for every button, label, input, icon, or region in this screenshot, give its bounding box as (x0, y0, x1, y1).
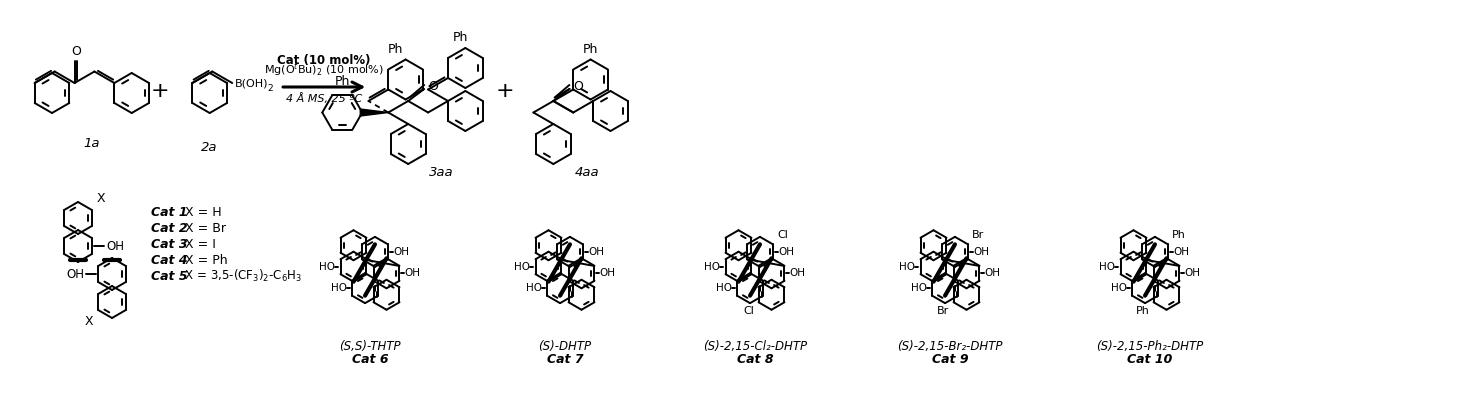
Text: OH: OH (974, 247, 988, 257)
Text: OH: OH (778, 247, 794, 257)
Text: OH: OH (405, 268, 420, 278)
Text: OH: OH (984, 268, 1000, 278)
Text: X = 3,5-(CF$_3$)$_2$-C$_6$H$_3$: X = 3,5-(CF$_3$)$_2$-C$_6$H$_3$ (181, 268, 303, 284)
Text: (S)-2,15-Br₂-DHTP: (S)-2,15-Br₂-DHTP (898, 340, 1003, 353)
Text: Cat 7: Cat 7 (546, 353, 583, 366)
Text: 4 Å MS, 25 ºC: 4 Å MS, 25 ºC (286, 93, 362, 104)
Text: Cat 10: Cat 10 (1128, 353, 1172, 366)
Text: HO: HO (319, 262, 335, 272)
Text: 2a: 2a (202, 141, 218, 154)
Text: Cat 3: Cat 3 (151, 238, 187, 251)
Text: B(OH): B(OH) (234, 78, 269, 88)
Text: HO: HO (705, 262, 721, 272)
Polygon shape (361, 109, 389, 116)
Text: X = Br: X = Br (181, 221, 226, 234)
Text: OH: OH (1184, 268, 1201, 278)
Text: OH: OH (600, 268, 616, 278)
Text: HO: HO (911, 283, 928, 293)
Text: X = H: X = H (181, 206, 221, 219)
Text: X: X (85, 315, 93, 328)
Text: HO: HO (1100, 262, 1116, 272)
Text: Ph: Ph (387, 43, 404, 56)
Text: Br: Br (938, 306, 950, 316)
Text: Cat (10 mol%): Cat (10 mol%) (278, 54, 371, 67)
Text: X = Ph: X = Ph (181, 253, 227, 266)
Text: HO: HO (331, 283, 347, 293)
Text: Cat 1: Cat 1 (151, 206, 187, 219)
Text: 1a: 1a (83, 137, 99, 150)
Text: Ph: Ph (583, 43, 598, 56)
Text: 3aa: 3aa (429, 166, 454, 179)
Text: Cat 4: Cat 4 (151, 253, 187, 266)
Text: O: O (71, 45, 82, 58)
Text: +: + (150, 81, 169, 101)
Text: Cat 6: Cat 6 (352, 353, 389, 366)
Text: Br: Br (972, 230, 984, 240)
Text: OH: OH (588, 247, 604, 257)
Text: HO: HO (525, 283, 542, 293)
Text: Cat 9: Cat 9 (932, 353, 969, 366)
Text: OH: OH (65, 268, 85, 281)
Text: X: X (96, 192, 105, 205)
Text: HO: HO (899, 262, 916, 272)
Text: Mg(O$^t$Bu)$_2$ (10 mol%): Mg(O$^t$Bu)$_2$ (10 mol%) (264, 61, 384, 79)
Text: Ph: Ph (453, 31, 467, 44)
Text: Cat 2: Cat 2 (151, 221, 187, 234)
Text: Cat 8: Cat 8 (736, 353, 773, 366)
Text: OH: OH (1172, 247, 1189, 257)
Text: (S)-DHTP: (S)-DHTP (539, 340, 592, 353)
Text: O: O (573, 80, 583, 93)
Text: HO: HO (515, 262, 530, 272)
Text: Ph: Ph (334, 74, 350, 87)
Text: +: + (496, 81, 515, 101)
Text: HO: HO (1112, 283, 1126, 293)
Text: Cl: Cl (778, 230, 788, 240)
Text: O: O (429, 80, 438, 93)
Text: (S,S)-THTP: (S,S)-THTP (340, 340, 401, 353)
Text: OH: OH (393, 247, 410, 257)
Text: 2: 2 (267, 84, 273, 93)
Text: HO: HO (717, 283, 732, 293)
Text: Ph: Ph (1172, 230, 1186, 240)
Text: (S)-2,15-Ph₂-DHTP: (S)-2,15-Ph₂-DHTP (1097, 340, 1204, 353)
Text: X = I: X = I (181, 238, 215, 251)
Text: Ph: Ph (1135, 306, 1150, 316)
Text: Cl: Cl (743, 306, 754, 316)
Text: 4aa: 4aa (574, 166, 600, 179)
Text: Cat 5: Cat 5 (151, 269, 187, 282)
Text: (S)-2,15-Cl₂-DHTP: (S)-2,15-Cl₂-DHTP (703, 340, 807, 353)
Text: OH: OH (105, 240, 125, 253)
Text: OH: OH (789, 268, 806, 278)
